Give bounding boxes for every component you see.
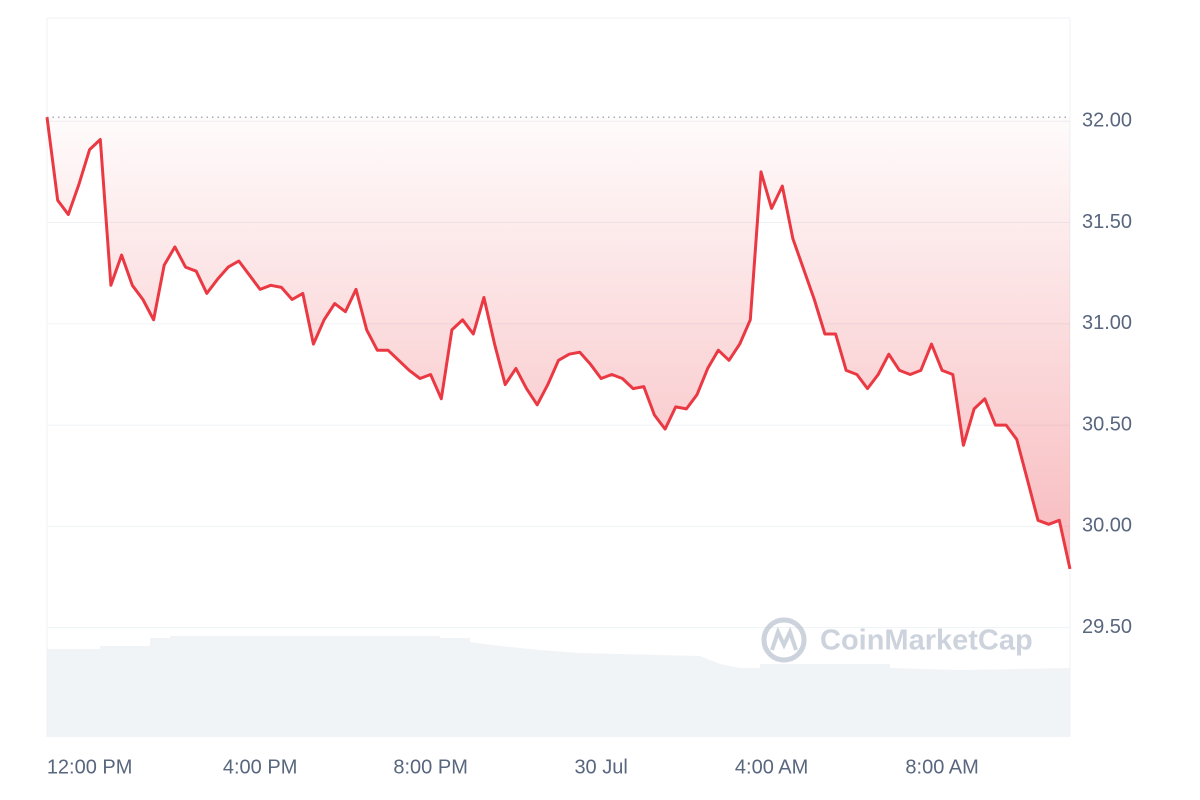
x-tick-label: 30 Jul — [574, 756, 627, 778]
price-line — [45, 117, 1072, 570]
y-tick-label: 31.50 — [1082, 211, 1132, 233]
watermark-text: CoinMarketCap — [820, 625, 1033, 657]
plot — [45, 116, 1072, 570]
price-area — [47, 117, 1070, 569]
y-tick-label: 29.50 — [1082, 616, 1132, 638]
x-tick-label: 8:00 AM — [905, 756, 978, 778]
watermark: CoinMarketCap — [761, 617, 1033, 663]
x-tick-label: 4:00 PM — [223, 756, 297, 778]
volume-area — [47, 636, 1070, 737]
y-tick-label: 30.50 — [1082, 413, 1132, 435]
x-tick-label: 4:00 AM — [735, 756, 808, 778]
y-tick-label: 30.00 — [1082, 515, 1132, 537]
x-tick-label: 12:00 PM — [47, 756, 133, 778]
x-tick-label: 8:00 PM — [393, 756, 467, 778]
y-tick-label: 31.00 — [1082, 312, 1132, 334]
y-tick-label: 32.00 — [1082, 110, 1132, 132]
